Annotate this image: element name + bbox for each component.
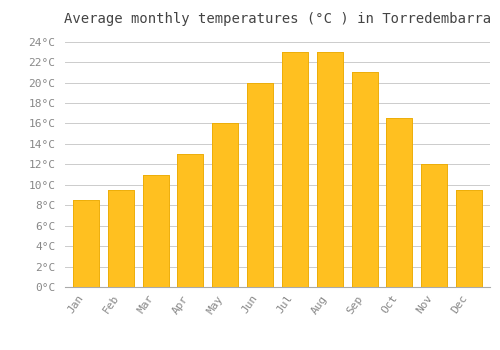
Bar — [386, 118, 412, 287]
Bar — [73, 200, 99, 287]
Bar — [247, 83, 260, 287]
Bar — [386, 118, 400, 287]
Bar — [456, 190, 482, 287]
Bar — [421, 164, 434, 287]
Bar — [316, 52, 343, 287]
Bar — [212, 124, 238, 287]
Bar — [73, 200, 86, 287]
Bar — [316, 52, 343, 287]
Bar — [386, 118, 412, 287]
Bar — [212, 124, 225, 287]
Bar — [282, 52, 295, 287]
Title: Average monthly temperatures (°C ) in Torredembarra: Average monthly temperatures (°C ) in To… — [64, 12, 491, 26]
Bar — [142, 175, 169, 287]
Bar — [456, 190, 482, 287]
Bar — [456, 190, 469, 287]
Bar — [352, 72, 364, 287]
Bar — [247, 83, 273, 287]
Bar — [142, 175, 156, 287]
Bar — [142, 175, 169, 287]
Bar — [108, 190, 134, 287]
Bar — [352, 72, 378, 287]
Bar — [352, 72, 378, 287]
Bar — [282, 52, 308, 287]
Bar — [108, 190, 134, 287]
Bar — [178, 154, 204, 287]
Bar — [73, 200, 99, 287]
Bar — [316, 52, 330, 287]
Bar — [178, 154, 190, 287]
Bar — [247, 83, 273, 287]
Bar — [282, 52, 308, 287]
Bar — [108, 190, 120, 287]
Bar — [421, 164, 448, 287]
Bar — [212, 124, 238, 287]
Bar — [178, 154, 204, 287]
Bar — [421, 164, 448, 287]
